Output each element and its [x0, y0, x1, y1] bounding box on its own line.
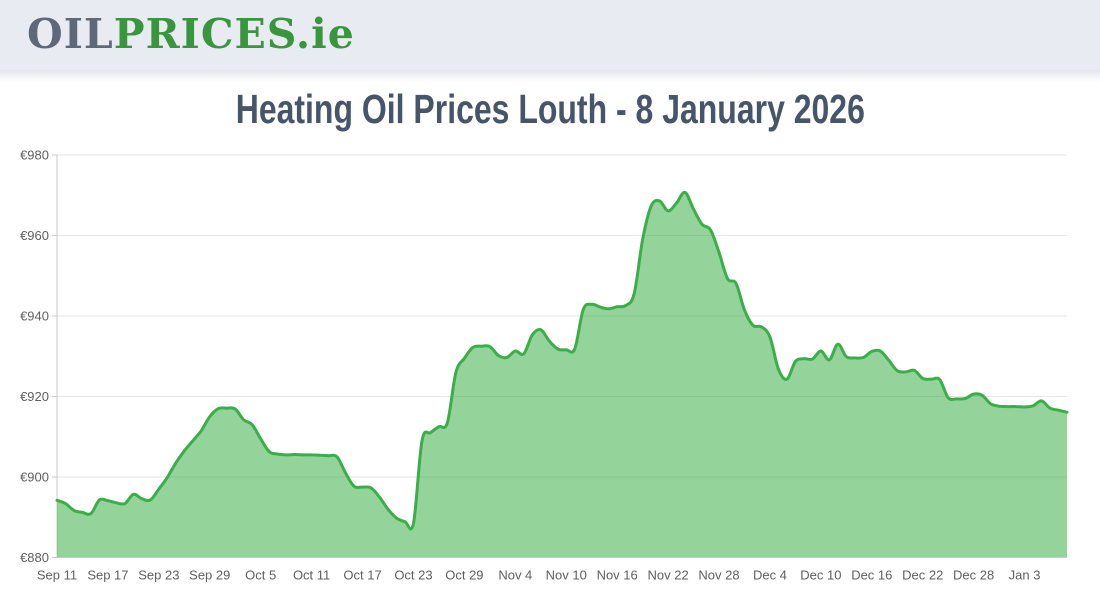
x-tick-label: Oct 17 [343, 568, 381, 583]
x-tick-label: Sep 23 [138, 568, 179, 583]
x-tick-label: Nov 22 [647, 568, 688, 583]
x-tick-label: Sep 17 [87, 568, 128, 583]
x-tick-label: Oct 5 [245, 568, 276, 583]
x-tick-label: Dec 22 [902, 568, 943, 583]
x-tick-label: Oct 11 [293, 568, 330, 583]
y-tick-label: €940 [20, 309, 49, 324]
x-tick-label: Dec 28 [953, 568, 994, 583]
x-tick-label: Nov 28 [698, 568, 739, 583]
x-tick-label: Sep 11 [37, 568, 77, 583]
x-tick-label: Dec 16 [851, 568, 892, 583]
y-tick-label: €960 [20, 228, 49, 243]
x-tick-label: Dec 4 [753, 568, 787, 583]
y-axis-labels: €880 €900 €920 €940 €960 €980 [20, 148, 49, 566]
title-bar: Heating Oil Prices Louth - 8 January 202… [0, 70, 1100, 148]
logo-text-ie: .ie [295, 10, 355, 58]
site-header: OILPRICES.ie [0, 0, 1100, 82]
price-line [55, 190, 1069, 531]
y-tick-label: €920 [20, 389, 49, 404]
x-tick-label: Dec 10 [800, 568, 841, 583]
x-tick-label: Oct 29 [445, 568, 483, 583]
x-tick-label: Jan 3 [1009, 568, 1041, 583]
y-tick-label: €880 [20, 550, 49, 565]
x-tick-label: Sep 29 [189, 568, 230, 583]
x-tick-label: Nov 16 [597, 568, 638, 583]
x-axis-labels: Sep 11 Sep 17 Sep 23 Sep 29 Oct 5 Oct 11 Oct 1… [37, 568, 1041, 583]
site-logo[interactable]: OILPRICES.ie [27, 11, 355, 57]
logo-text-prices: PRICES [113, 10, 296, 58]
page-title: Heating Oil Prices Louth - 8 January 202… [235, 85, 865, 132]
x-tick-label: Nov 10 [546, 568, 587, 583]
logo-text-oil: OIL [27, 10, 114, 58]
x-tick-label: Nov 4 [498, 568, 532, 583]
area-fill [57, 192, 1067, 558]
y-tick-label: €980 [20, 148, 49, 163]
y-tick-label: €900 [20, 470, 49, 485]
x-tick-label: Oct 23 [394, 568, 432, 583]
